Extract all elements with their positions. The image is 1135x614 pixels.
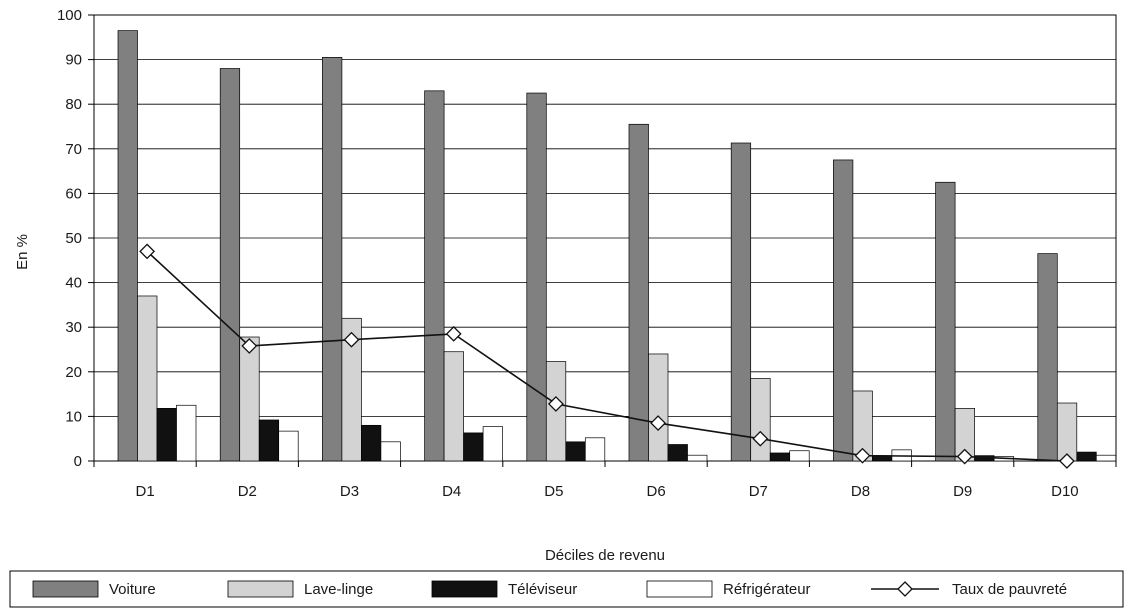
legend-label-lave-linge: Lave-linge [304, 581, 373, 598]
legend-swatch-televiseur [431, 580, 498, 598]
x-tick-label-d8: D8 [851, 483, 870, 500]
x-tick-label-d6: D6 [647, 483, 666, 500]
bar-voiture-d9 [935, 181, 956, 462]
poverty-point-d5 [547, 395, 564, 412]
bar-televiseur-d10 [1076, 451, 1097, 462]
x-tick-label-d10: D10 [1051, 483, 1079, 500]
bar-lave-linge-d1 [137, 295, 158, 462]
x-tick-label-d9: D9 [953, 483, 972, 500]
legend-swatch-voiture [32, 580, 99, 598]
y-tick-label: 20 [65, 364, 82, 381]
bar-voiture-d2 [219, 68, 241, 462]
bar-voiture-d6 [628, 123, 649, 462]
legend-swatch-lave-linge [227, 580, 294, 598]
poverty-point-d3 [343, 331, 360, 348]
bar-refrigerateur-d5 [584, 437, 606, 462]
bar-lave-linge-d10 [1056, 402, 1078, 462]
bar-televiseur-d3 [361, 424, 382, 462]
y-tick-label: 60 [65, 185, 82, 202]
poverty-point-d2 [241, 338, 258, 354]
x-tick-label-d3: D3 [340, 483, 359, 500]
bar-refrigerateur-d2 [278, 430, 299, 462]
bar-refrigerateur-d10 [1095, 454, 1117, 462]
bar-refrigerateur-d3 [380, 441, 401, 462]
y-tick-label: 10 [65, 408, 82, 425]
y-tick-label: 70 [65, 141, 82, 158]
bar-refrigerateur-d6 [687, 454, 708, 462]
y-tick-label: 100 [57, 7, 82, 24]
y-tick-label: 80 [65, 96, 82, 113]
x-axis-title: Déciles de revenu [545, 547, 665, 564]
poverty-point-d9 [956, 448, 973, 465]
y-axis-title: En % [14, 234, 31, 270]
bar-lave-linge-d7 [750, 378, 771, 462]
y-tick-label: 50 [65, 230, 82, 247]
legend-label-refrigerateur: Réfrigérateur [723, 581, 811, 598]
bar-refrigerateur-d1 [176, 404, 197, 462]
legend-label-taux-de-pauvrete: Taux de pauvreté [952, 581, 1067, 598]
bar-voiture-d3 [322, 57, 343, 462]
axis-labels: En % Déciles de revenu [14, 234, 665, 564]
y-tick-label: 0 [74, 453, 82, 470]
poverty-point-d8 [854, 447, 871, 464]
bar-refrigerateur-d4 [482, 426, 503, 462]
poverty-rate-line [146, 250, 1067, 462]
bar-voiture-d4 [424, 90, 445, 462]
x-tick-label-d4: D4 [442, 483, 461, 500]
poverty-point-d6 [650, 415, 667, 432]
poverty-point-d10 [1058, 453, 1075, 469]
bar-lave-linge-d4 [443, 351, 464, 462]
legend-marker-taux-de-pauvrete [897, 581, 913, 597]
bar-televiseur-d5 [565, 441, 586, 462]
bar-voiture-d5 [526, 92, 547, 462]
x-tick-label-d1: D1 [136, 483, 155, 500]
bar-televiseur-d6 [667, 444, 688, 462]
poverty-line-series [139, 243, 1075, 469]
bar-voiture-d7 [730, 142, 752, 462]
bar-televiseur-d4 [463, 432, 484, 462]
bar-lave-linge-d6 [648, 353, 669, 462]
bar-lave-linge-d3 [341, 317, 362, 462]
poverty-point-d4 [445, 325, 462, 342]
x-tick-label-d5: D5 [544, 483, 563, 500]
x-tick-label-d2: D2 [238, 483, 257, 500]
legend-label-voiture: Voiture [109, 581, 156, 598]
bar-lave-linge-d2 [239, 336, 260, 462]
y-tick-label: 90 [65, 52, 82, 69]
poverty-point-d7 [752, 430, 769, 447]
x-tick-label-d7: D7 [749, 483, 768, 500]
bar-voiture-d8 [833, 159, 854, 462]
y-tick-label: 30 [65, 319, 82, 336]
bar-televiseur-d2 [258, 419, 280, 462]
bar-voiture-d1 [117, 30, 138, 462]
axes: 0 10 20 30 40 50 60 70 80 90 100 D1 D2 D3 D4 D5 D6 D7 D8 D9… [57, 7, 1117, 500]
bar-marks [117, 30, 1117, 462]
poverty-point-d1 [139, 243, 156, 260]
legend: Voiture Lave-linge Téléviseur Réfrigérateur… [9, 570, 1124, 608]
legend-label-televiseur: Téléviseur [508, 581, 577, 598]
bar-televiseur-d7 [769, 452, 791, 462]
bar-refrigerateur-d7 [789, 450, 810, 462]
bar-televiseur-d1 [156, 408, 177, 462]
y-tick-label: 40 [65, 275, 82, 292]
legend-swatch-refrigerateur [646, 580, 713, 598]
bar-voiture-d10 [1037, 253, 1058, 462]
